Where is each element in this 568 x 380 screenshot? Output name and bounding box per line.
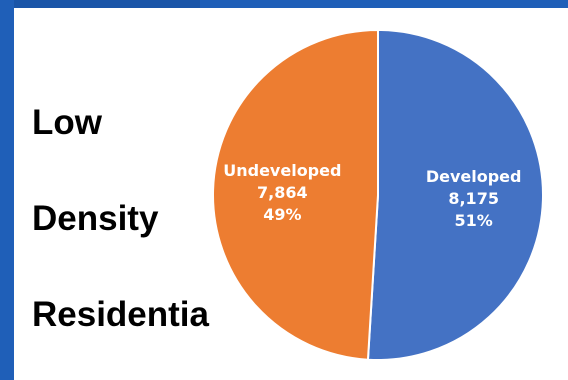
pie-slices xyxy=(212,28,544,361)
slice-value-undeveloped: 7,864 xyxy=(257,183,308,202)
heading-line-residential: Residentia xyxy=(32,295,209,334)
heading-line-low: Low xyxy=(32,103,102,142)
pie-slice-undeveloped xyxy=(212,28,379,361)
slide-top-border xyxy=(0,0,568,8)
pie-slice-developed xyxy=(366,28,544,361)
pie-labels: Developed 8,175 51% Undeveloped 7,864 49% xyxy=(223,161,521,230)
slice-label-undeveloped: Undeveloped xyxy=(223,161,341,180)
slide-top-border-accent xyxy=(0,0,200,8)
heading-line-density: Density xyxy=(32,199,159,238)
slide-left-border xyxy=(0,0,14,380)
slice-value-developed: 8,175 xyxy=(448,189,499,208)
slice-label-developed: Developed xyxy=(426,167,522,186)
slice-percent-undeveloped: 49% xyxy=(263,205,301,224)
slice-percent-developed: 51% xyxy=(455,211,493,230)
